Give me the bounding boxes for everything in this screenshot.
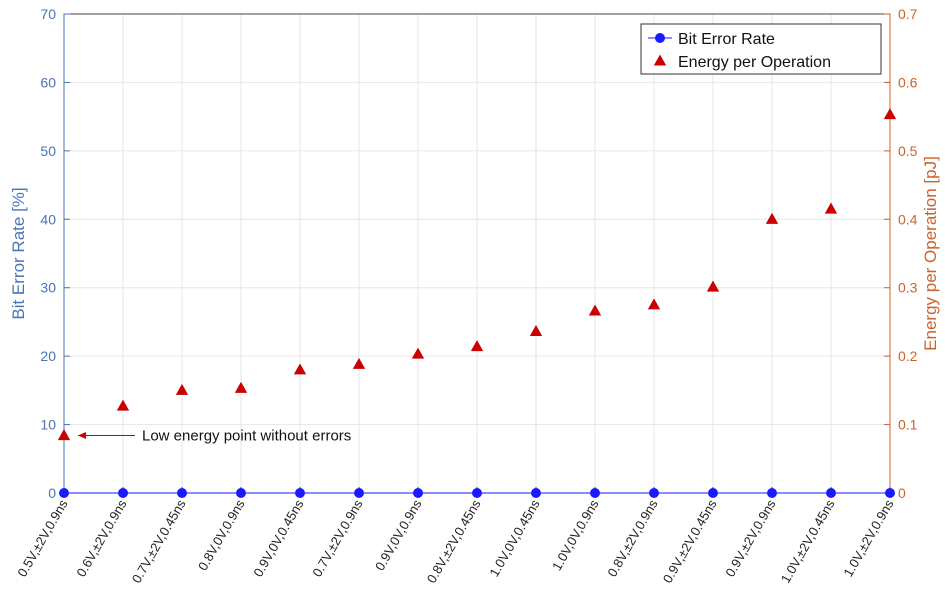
x-axis-tick-label: 0.9V,0V,0.45ns <box>250 497 306 580</box>
legend-entry-bit-error-rate: Bit Error Rate <box>678 31 775 48</box>
y-axis-left-tick-label: 40 <box>40 211 56 227</box>
data-point-bit-error-rate <box>295 488 305 498</box>
x-axis-tick-label: 0.8V,0V,0.9ns <box>195 497 248 574</box>
data-point-bit-error-rate <box>826 488 836 498</box>
x-axis-tick-label: 0.9V,±2V,0.9ns <box>722 497 778 580</box>
data-point-bit-error-rate <box>708 488 718 498</box>
data-point-energy-per-operation <box>647 298 661 310</box>
legend-box <box>640 23 882 75</box>
y-axis-left-tick-label: 30 <box>40 280 56 296</box>
data-point-bit-error-rate <box>59 488 69 498</box>
data-point-energy-per-operation <box>411 347 425 359</box>
y-axis-right-tick-label: 0 <box>898 485 906 501</box>
annotation: Low energy point without errors <box>78 428 351 445</box>
data-point-bit-error-rate <box>885 488 895 498</box>
data-point-energy-per-operation <box>588 304 602 316</box>
y-axis-left-tick-label: 20 <box>40 348 56 364</box>
data-point-bit-error-rate <box>118 488 128 498</box>
y-axis-right-tick-label: 0.3 <box>898 280 918 296</box>
x-axis-tick-label: 0.6V,±2V,0.9ns <box>73 497 129 580</box>
data-point-energy-per-operation <box>293 363 307 375</box>
data-point-bit-error-rate <box>236 488 246 498</box>
x-axis-tick-label: 0.9V,0V,0.9ns <box>372 497 425 574</box>
y-axis-right-tick-label: 0.5 <box>898 143 918 159</box>
data-point-bit-error-rate <box>649 488 659 498</box>
data-point-energy-per-operation <box>234 381 248 393</box>
data-point-energy-per-operation <box>883 108 897 120</box>
data-point-energy-per-operation <box>352 357 366 369</box>
y-axis-right-tick-label: 0.7 <box>898 6 918 22</box>
y-axis-left-tick-label: 10 <box>40 417 56 433</box>
y-axis-right-tick-label: 0.6 <box>898 74 918 90</box>
legend-marker-bit-error-rate <box>655 33 665 43</box>
data-point-bit-error-rate <box>590 488 600 498</box>
data-point-energy-per-operation <box>824 202 838 214</box>
data-point-energy-per-operation <box>765 212 779 224</box>
x-axis-tick-label: 1.0V,0V,0.9ns <box>549 497 602 574</box>
y-axis-right-tick-label: 0.4 <box>898 211 918 227</box>
data-marks <box>57 108 897 498</box>
x-axis-tick-label: 1.0V,0V,0.45ns <box>486 497 542 580</box>
x-axis-tick-label: 0.8V,±2V,0.9ns <box>604 497 660 580</box>
x-axis-tick-label: 1.0V,±2V,0.9ns <box>840 497 896 580</box>
data-point-bit-error-rate <box>354 488 364 498</box>
data-point-bit-error-rate <box>413 488 423 498</box>
legend-entry-energy-per-operation: Energy per Operation <box>678 54 831 71</box>
axes: 0 10 20 30 40 50 60 70 0 0.1 0.2 0.3 0.4 0.5 0.6 0.7 0.5… <box>14 6 917 586</box>
x-axis-tick-label: 0.5V,±2V,0.9ns <box>14 497 70 580</box>
data-point-bit-error-rate <box>177 488 187 498</box>
data-point-energy-per-operation <box>116 399 130 411</box>
data-point-bit-error-rate <box>472 488 482 498</box>
x-axis-tick-label: 0.8V,±2V,0.45ns <box>424 497 484 586</box>
y-axis-left-tick-label: 70 <box>40 6 56 22</box>
y-axis-left-tick-label: 60 <box>40 74 56 90</box>
y-axis-left-tick-label: 50 <box>40 143 56 159</box>
data-point-energy-per-operation <box>529 325 543 337</box>
x-axis-tick-label: 1.0V,±2V,0.45ns <box>778 497 838 586</box>
legend: Bit Error Rate Energy per Operation <box>640 23 882 75</box>
y-axis-left-tick-label: 0 <box>48 485 56 501</box>
x-axis-tick-label: 0.7V,±2V,0.9ns <box>309 497 365 580</box>
data-point-bit-error-rate <box>531 488 541 498</box>
data-point-energy-per-operation <box>57 429 71 441</box>
data-point-bit-error-rate <box>767 488 777 498</box>
x-axis-tick-label: 0.9V,±2V,0.45ns <box>660 497 720 586</box>
annotation-text: Low energy point without errors <box>142 428 351 445</box>
y-axis-right-title: Energy per Operation [pJ] <box>921 156 940 351</box>
data-point-energy-per-operation <box>175 383 189 395</box>
y-axis-left-title: Bit Error Rate [%] <box>9 187 28 319</box>
y-axis-right-tick-label: 0.1 <box>898 417 918 433</box>
y-axis-right-tick-label: 0.2 <box>898 348 918 364</box>
grid <box>63 13 891 494</box>
data-point-energy-per-operation <box>706 280 720 292</box>
data-point-energy-per-operation <box>470 340 484 352</box>
annotation-arrow-head <box>78 432 86 440</box>
legend-marker-energy-per-operation <box>653 54 667 66</box>
x-axis-tick-label: 0.7V,±2V,0.45ns <box>129 497 189 586</box>
